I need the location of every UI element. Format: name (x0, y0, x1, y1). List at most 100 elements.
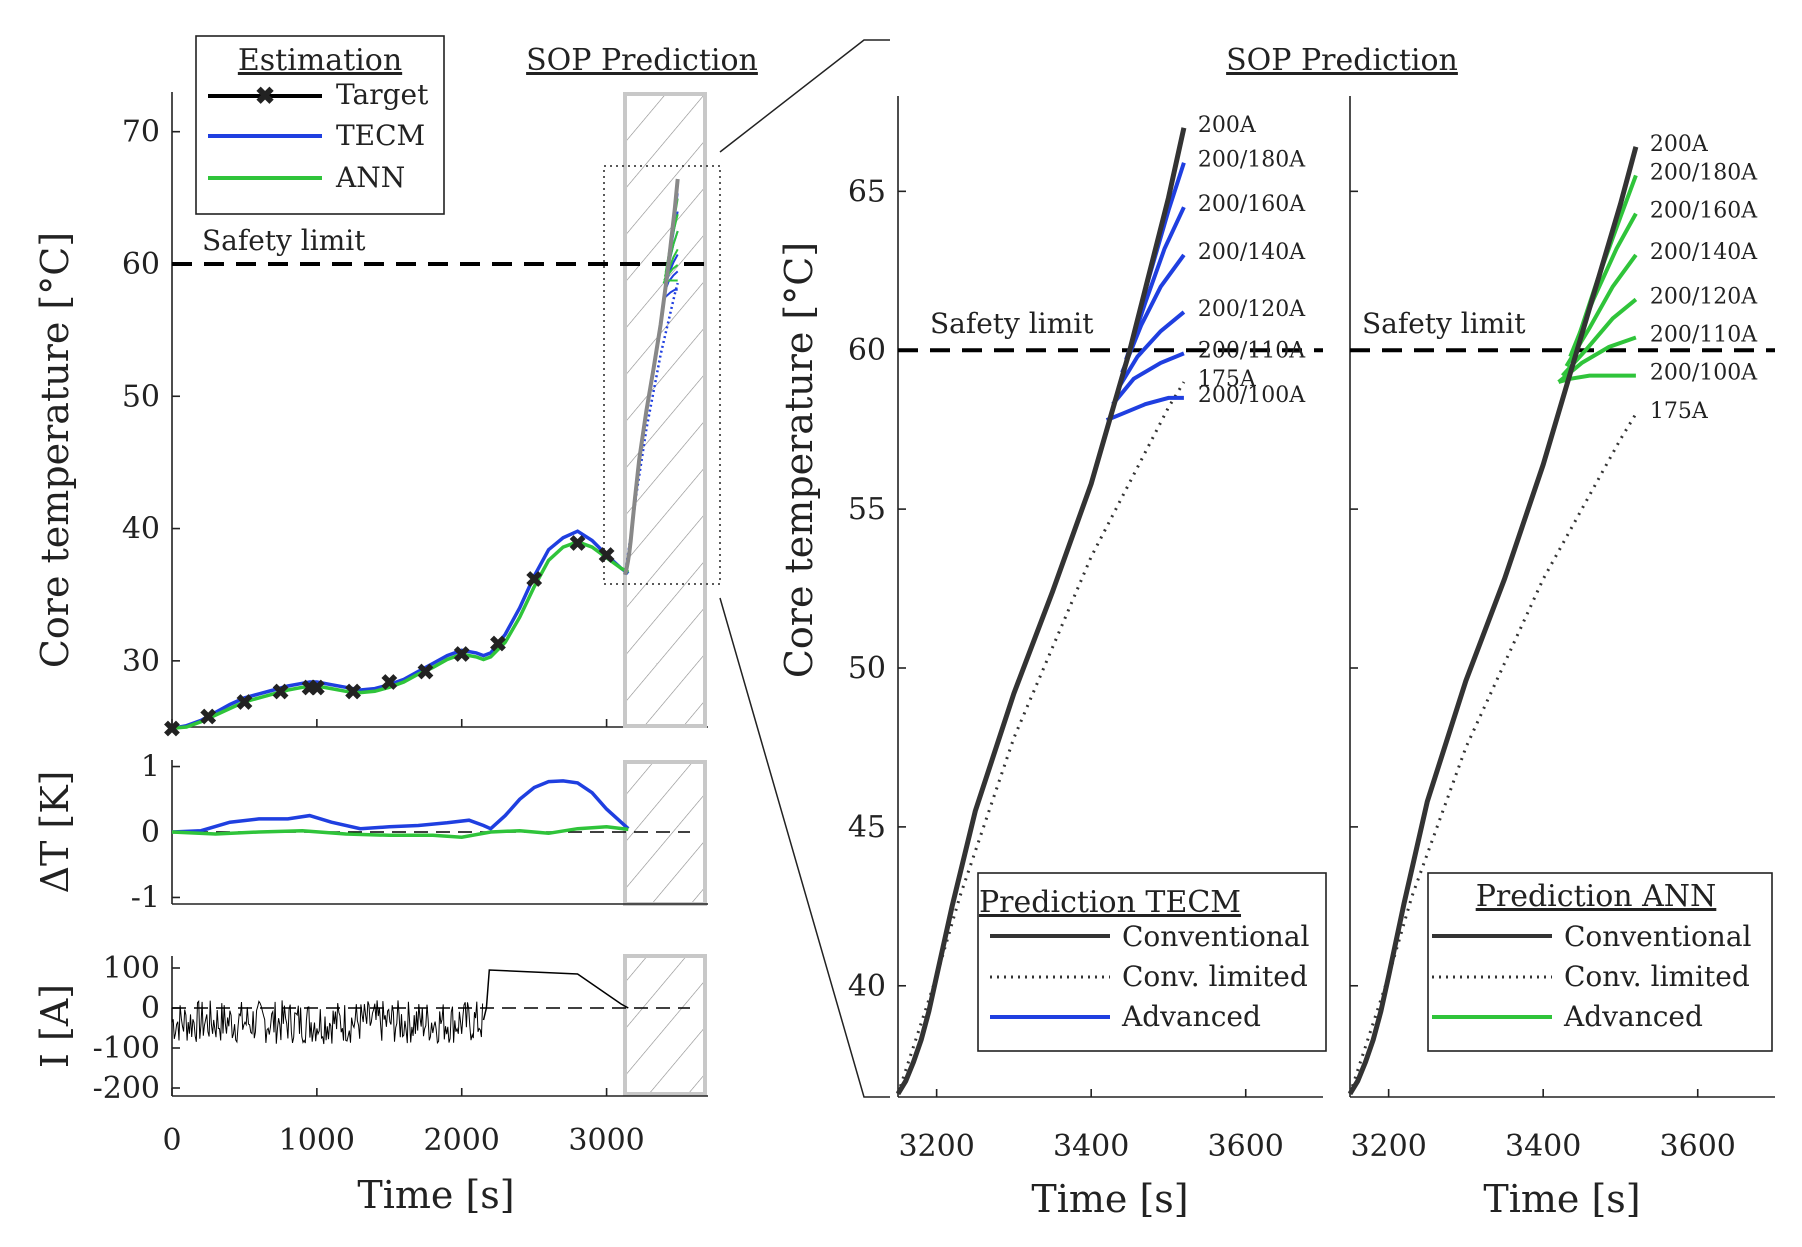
ann-end-label: 200/180A (1650, 160, 1758, 185)
target-marker: ✖ (271, 679, 289, 705)
tecm-ytick-label: 60 (848, 333, 886, 368)
temp-ytick-label: 30 (122, 644, 160, 679)
target-marker: ✖ (300, 675, 318, 701)
ann-axes: 3200 3400 3600 Safety limit 200A200/180A20… (1347, 96, 1775, 1221)
ann-xtick-label: 3400 (1505, 1129, 1581, 1164)
tecm-advanced-branch (1111, 351, 1185, 406)
I-ytick-label: 100 (103, 951, 160, 986)
series-tecm-line (171, 529, 630, 731)
target-marker: ✖ (308, 675, 326, 701)
legend-target-label: Target (336, 78, 429, 111)
I-lines (171, 969, 690, 1045)
dT-ticks: -1 0 1 (131, 750, 180, 915)
ann-end-label: 175A (1650, 399, 1709, 424)
tecm-end-label: 200/100A (1198, 383, 1306, 408)
tecm-advanced-branch (1105, 395, 1184, 422)
ann-xtick-label: 3200 (1350, 1129, 1426, 1164)
I-charge-trace (482, 969, 629, 1021)
tecm-ticks: 40 45 50 55 60 65 3200 3400 3600 (848, 174, 1284, 1164)
legend-target-marker: ✖ (255, 81, 275, 110)
tecm-xtick-label: 3400 (1053, 1129, 1129, 1164)
I-noise-trace (171, 999, 484, 1045)
target-marker: ✖ (597, 543, 615, 569)
ann-end-labels: 200A 200/180A 200/160A 200/140A 200/120A 200/… (1650, 132, 1758, 424)
dT-tecm-line (171, 779, 630, 834)
dT-ytick-label: 0 (141, 815, 160, 850)
tecm-ytick-label: 55 (848, 492, 886, 527)
target-marker: ✖ (568, 531, 586, 557)
target-marker: ✖ (163, 716, 181, 742)
temp-ylabel: Core temperature [°C] (33, 232, 77, 668)
sop-region-dT (623, 760, 707, 906)
mini-limited-line (623, 282, 679, 575)
legend-tecm-advanced: Advanced (1121, 1000, 1261, 1033)
tecm-end-label: 200/140A (1198, 240, 1306, 265)
target-marker: ✖ (489, 632, 507, 658)
I-ytick-label: 0 (141, 991, 160, 1026)
legend-estimation-title: Estimation (238, 43, 402, 78)
ann-xlabel: Time [s] (1483, 1177, 1640, 1221)
I-xtick-label: 1000 (279, 1123, 355, 1158)
tecm-xtick-label: 3200 (898, 1129, 974, 1164)
tecm-end-label: 200/180A (1198, 148, 1306, 173)
ann-end-label: 200/140A (1650, 240, 1758, 265)
right-title: SOP Prediction (1226, 43, 1458, 78)
ann-end-label: 200/100A (1650, 361, 1758, 386)
tecm-advanced-branch (1120, 253, 1186, 374)
target-marker: ✖ (525, 567, 543, 593)
I-xtick-label: 0 (162, 1123, 181, 1158)
ann-end-label: 200/110A (1650, 323, 1758, 348)
I-xtick-label: 3000 (568, 1123, 644, 1158)
target-marker: ✖ (380, 670, 398, 696)
legend-ann: Prediction ANN Conventional Conv. limite… (1427, 872, 1773, 1052)
I-xtick-label: 2000 (424, 1123, 500, 1158)
temp-ytick-label: 40 (122, 512, 160, 547)
target-marker: ✖ (235, 690, 253, 716)
dT-lines (171, 779, 690, 839)
I-ylabel: I [A] (33, 984, 77, 1068)
tecm-ytick-label: 50 (848, 651, 886, 686)
target-marker: ✖ (416, 659, 434, 685)
temp-ticks: 30 40 50 60 70 (122, 115, 608, 727)
legend-ann-label: ANN (335, 161, 405, 194)
tecm-end-label: 200/160A (1198, 192, 1306, 217)
tecm-advanced-branch (1116, 310, 1186, 390)
tecm-ylabel: Core temperature [°C] (777, 242, 821, 678)
temp-axes: 30 40 50 60 70 Core temperature [°C] (33, 92, 708, 728)
ann-end-label: 200A (1650, 132, 1709, 157)
sop-region-I (623, 954, 707, 1096)
dT-ytick-label: 1 (141, 750, 160, 785)
dT-ylabel: ΔT [K] (33, 771, 77, 894)
series-ann-line (171, 539, 630, 731)
legend-tecm-conventional: Conventional (1122, 920, 1310, 953)
temp-ytick-label: 60 (122, 247, 160, 282)
temp-ytick-label: 70 (122, 115, 160, 150)
tecm-end-label: 200A (1198, 113, 1257, 138)
tecm-xlabel: Time [s] (1031, 1177, 1188, 1221)
tecm-end-label: 175A (1198, 367, 1257, 392)
target-marker: ✖ (453, 642, 471, 668)
zoom-connector-bottom (719, 597, 890, 1098)
legend-estimation: Estimation ✖ Target TECM ANN (195, 35, 445, 215)
tecm-end-label: 200/120A (1198, 297, 1306, 322)
legend-ann-title: Prediction ANN (1476, 879, 1717, 914)
legend-ann-conventional: Conventional (1564, 920, 1752, 953)
zoom-box (603, 165, 721, 585)
left-safety-label: Safety limit (202, 224, 366, 257)
legend-tecm-title: Prediction TECM (979, 885, 1241, 920)
tecm-lines (895, 127, 1323, 1096)
tecm-ytick-label: 65 (848, 174, 886, 209)
dT-ytick-label: -1 (131, 880, 160, 915)
target-marker: ✖ (344, 679, 362, 705)
tecm-xtick-label: 3600 (1208, 1129, 1284, 1164)
I-ytick-label: -100 (93, 1031, 160, 1066)
tecm-ytick-label: 40 (848, 969, 886, 1004)
target-marker: ✖ (199, 704, 217, 730)
zoom-connector-top (719, 39, 890, 153)
ann-xtick-label: 3600 (1660, 1129, 1736, 1164)
sop-region-temp (623, 92, 707, 728)
